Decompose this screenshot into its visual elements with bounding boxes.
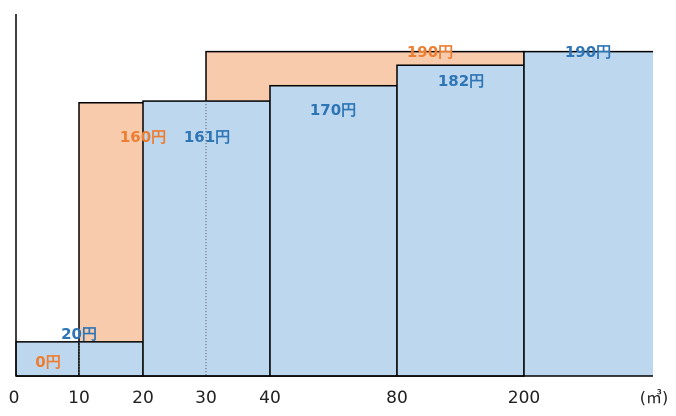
- chart-frame: [15, 14, 653, 377]
- blue-rate-bar: [16, 341, 79, 376]
- blue-rate-bar-outline: [523, 50, 653, 376]
- x-tick-label: 10: [68, 388, 90, 408]
- blue-rate-bar: [397, 65, 524, 377]
- blue-price-label: 20円: [61, 325, 97, 343]
- price-labels: 0円 160円 190円 20円 161円 170円 182円 190円: [35, 43, 611, 371]
- x-tick-label: 40: [259, 388, 281, 408]
- x-tick-label: 30: [195, 388, 217, 408]
- blue-rate-bar: [270, 85, 397, 376]
- blue-price-label: 190円: [565, 43, 611, 61]
- blue-price-label: 170円: [310, 101, 356, 119]
- x-tick-label: 0: [9, 388, 20, 408]
- x-tick-label: 20: [132, 388, 154, 408]
- x-tick-label: 200: [508, 388, 540, 408]
- x-axis-unit-label: (㎥): [640, 388, 669, 407]
- x-tick-label: 80: [386, 388, 408, 408]
- x-axis-ticks: 0 10 20 30 40 80 200: [9, 388, 541, 408]
- blue-price-label: 161円: [184, 128, 230, 146]
- blue-price-label: 182円: [438, 72, 484, 90]
- orange-price-label: 0円: [35, 353, 60, 371]
- blue-rate-bar: [79, 341, 143, 376]
- orange-price-label: 190円: [407, 43, 453, 61]
- orange-price-label: 160円: [120, 128, 166, 146]
- blue-rate-bar: [524, 51, 653, 376]
